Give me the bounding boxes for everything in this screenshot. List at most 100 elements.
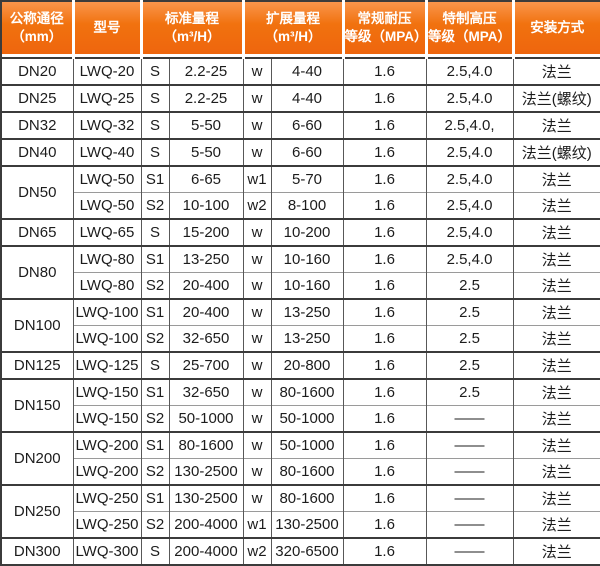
installation-cell: 法兰 <box>513 166 600 193</box>
extended-range-cell: 20-800 <box>271 352 343 379</box>
header-line: 特制高压 <box>428 10 512 28</box>
extended-range-cell: 10-200 <box>271 219 343 246</box>
table-header: 公称通径 （mm） 型号 标准量程 （m³/H） 扩展量程 （m³/H） 常规耐… <box>1 1 600 58</box>
model-cell: LWQ-20 <box>73 58 141 85</box>
extended-range-cell: 80-1600 <box>271 459 343 486</box>
header-line: 扩展量程 <box>245 10 342 28</box>
standard-range-cell: 130-2500 <box>169 485 243 512</box>
high-pressure-cell: —— <box>426 406 513 433</box>
normal-pressure-cell: 1.6 <box>343 512 426 539</box>
standard-code-cell: S <box>141 112 169 139</box>
high-pressure-cell: —— <box>426 459 513 486</box>
standard-range-cell: 32-650 <box>169 326 243 353</box>
header-subline: （m³/H） <box>245 28 342 46</box>
normal-pressure-cell: 1.6 <box>343 219 426 246</box>
header-standard-range: 标准量程 （m³/H） <box>141 1 243 58</box>
installation-cell: 法兰 <box>513 326 600 353</box>
nominal-diameter-cell: DN32 <box>1 112 73 139</box>
extended-code-cell: w <box>243 352 271 379</box>
standard-code-cell: S1 <box>141 485 169 512</box>
header-line: 常规耐压 <box>345 10 425 28</box>
nominal-diameter-cell: DN80 <box>1 246 73 299</box>
installation-cell: 法兰(螺纹) <box>513 139 600 166</box>
normal-pressure-cell: 1.6 <box>343 459 426 486</box>
normal-pressure-cell: 1.6 <box>343 352 426 379</box>
standard-range-cell: 6-65 <box>169 166 243 193</box>
installation-cell: 法兰 <box>513 193 600 220</box>
high-pressure-cell: 2.5,4.0 <box>426 58 513 85</box>
installation-cell: 法兰 <box>513 459 600 486</box>
high-pressure-cell: 2.5 <box>426 379 513 406</box>
extended-code-cell: w1 <box>243 166 271 193</box>
nominal-diameter-cell: DN40 <box>1 139 73 166</box>
standard-range-cell: 200-4000 <box>169 512 243 539</box>
normal-pressure-cell: 1.6 <box>343 85 426 112</box>
model-cell: LWQ-250 <box>73 512 141 539</box>
standard-code-cell: S2 <box>141 512 169 539</box>
installation-cell: 法兰 <box>513 352 600 379</box>
extended-range-cell: 50-1000 <box>271 406 343 433</box>
high-pressure-cell: 2.5,4.0 <box>426 85 513 112</box>
extended-code-cell: w <box>243 459 271 486</box>
installation-cell: 法兰 <box>513 538 600 565</box>
standard-range-cell: 20-400 <box>169 273 243 300</box>
standard-range-cell: 15-200 <box>169 219 243 246</box>
extended-code-cell: w <box>243 85 271 112</box>
high-pressure-cell: —— <box>426 432 513 459</box>
standard-code-cell: S <box>141 85 169 112</box>
normal-pressure-cell: 1.6 <box>343 326 426 353</box>
standard-code-cell: S1 <box>141 432 169 459</box>
normal-pressure-cell: 1.6 <box>343 273 426 300</box>
high-pressure-cell: 2.5 <box>426 299 513 326</box>
extended-range-cell: 6-60 <box>271 112 343 139</box>
normal-pressure-cell: 1.6 <box>343 166 426 193</box>
standard-code-cell: S2 <box>141 193 169 220</box>
nominal-diameter-cell: DN250 <box>1 485 73 538</box>
standard-code-cell: S <box>141 219 169 246</box>
header-line: 型号 <box>75 19 140 37</box>
installation-cell: 法兰 <box>513 485 600 512</box>
extended-code-cell: w <box>243 112 271 139</box>
model-cell: LWQ-50 <box>73 193 141 220</box>
installation-cell: 法兰 <box>513 58 600 85</box>
model-cell: LWQ-25 <box>73 85 141 112</box>
standard-range-cell: 130-2500 <box>169 459 243 486</box>
standard-code-cell: S <box>141 58 169 85</box>
standard-code-cell: S1 <box>141 299 169 326</box>
standard-code-cell: S <box>141 352 169 379</box>
nominal-diameter-cell: DN150 <box>1 379 73 432</box>
standard-range-cell: 32-650 <box>169 379 243 406</box>
standard-range-cell: 2.2-25 <box>169 85 243 112</box>
model-cell: LWQ-100 <box>73 299 141 326</box>
extended-code-cell: w <box>243 58 271 85</box>
nominal-diameter-cell: DN200 <box>1 432 73 485</box>
standard-code-cell: S2 <box>141 326 169 353</box>
header-installation: 安装方式 <box>513 1 600 58</box>
model-cell: LWQ-40 <box>73 139 141 166</box>
extended-code-cell: w <box>243 219 271 246</box>
standard-code-cell: S <box>141 139 169 166</box>
standard-code-cell: S <box>141 538 169 565</box>
normal-pressure-cell: 1.6 <box>343 58 426 85</box>
model-cell: LWQ-125 <box>73 352 141 379</box>
normal-pressure-cell: 1.6 <box>343 246 426 273</box>
installation-cell: 法兰 <box>513 219 600 246</box>
standard-range-cell: 200-4000 <box>169 538 243 565</box>
model-cell: LWQ-250 <box>73 485 141 512</box>
high-pressure-cell: 2.5,4.0 <box>426 246 513 273</box>
installation-cell: 法兰 <box>513 273 600 300</box>
extended-range-cell: 80-1600 <box>271 485 343 512</box>
high-pressure-cell: —— <box>426 538 513 565</box>
installation-cell: 法兰 <box>513 432 600 459</box>
extended-range-cell: 10-160 <box>271 246 343 273</box>
normal-pressure-cell: 1.6 <box>343 379 426 406</box>
header-subline: （m³/H） <box>143 28 242 46</box>
extended-code-cell: w1 <box>243 512 271 539</box>
header-high-pressure: 特制高压 等级（MPA） <box>426 1 513 58</box>
